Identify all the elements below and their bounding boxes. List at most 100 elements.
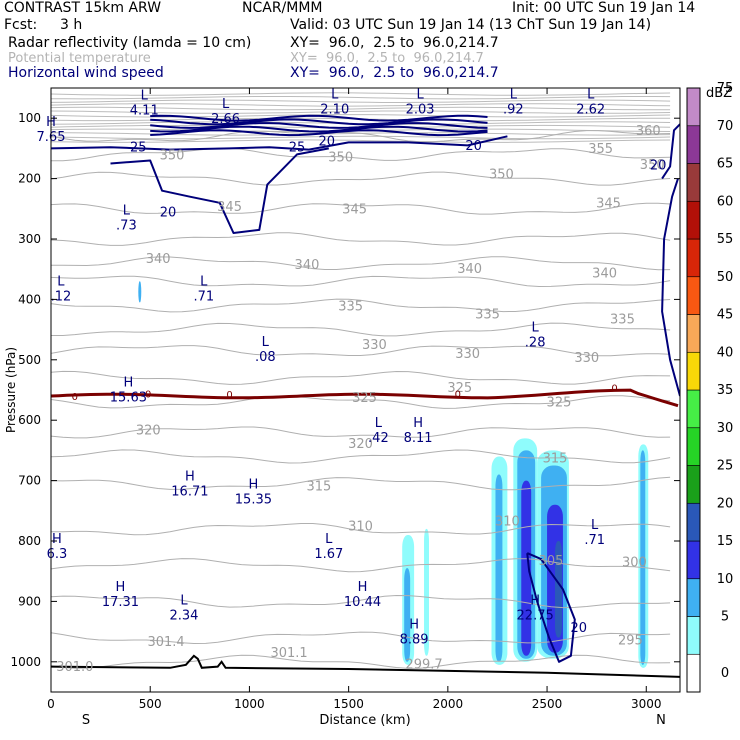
- theta-label: 301.0: [56, 660, 93, 675]
- theta-contour: [51, 275, 671, 288]
- colorbar-swatch: [686, 540, 701, 580]
- colorbar-label: 35: [717, 383, 734, 398]
- field-name-reflectivity: Radar reflectivity (lamda = 10 cm): [8, 35, 252, 51]
- colorbar-swatch: [686, 200, 701, 240]
- wind-contour-label: 25: [289, 140, 306, 155]
- extremum-value: 1.67: [314, 547, 343, 562]
- colorbar-swatch: [686, 465, 701, 504]
- theta-label: 295: [618, 633, 643, 648]
- theta-label: 315: [306, 479, 331, 494]
- colorbar-label: 40: [717, 345, 734, 360]
- theta-label: 325: [352, 391, 377, 406]
- x-tick-label: 500: [139, 697, 162, 711]
- extremum-marker: L: [262, 335, 270, 350]
- theta-contour: [51, 147, 671, 162]
- y-tick-label: 500: [18, 353, 41, 367]
- colorbar-label: 10: [717, 572, 734, 587]
- colorbar-swatch: [686, 87, 701, 127]
- extremum-marker: L: [587, 87, 595, 102]
- extremum-value: 15.35: [235, 493, 272, 508]
- x-tick-label: 0: [47, 697, 55, 711]
- theta-label: 340: [592, 267, 617, 282]
- extremum-value: 15.63: [110, 390, 147, 405]
- extremum-value: .28: [525, 335, 546, 350]
- theta-label: 300: [622, 555, 647, 570]
- theta-label: 305: [539, 554, 564, 569]
- y-tick-label: 800: [18, 534, 41, 548]
- extremum-marker: L: [57, 275, 65, 290]
- extremum-value: 2.66: [211, 112, 240, 127]
- theta-contour: [51, 631, 671, 645]
- theta-label: 340: [295, 258, 320, 273]
- field-xy-wind: XY= 96.0, 2.5 to 96.0,214.7: [290, 65, 499, 81]
- reflectivity-cell: [424, 528, 429, 656]
- theta-label: 345: [596, 197, 621, 212]
- fcst-label: Fcst:: [4, 17, 38, 33]
- extremum-marker: L: [180, 593, 188, 608]
- freezing-level-label: 0: [455, 390, 461, 401]
- colorbar-label: 60: [717, 194, 734, 209]
- extremum-marker: H: [116, 580, 126, 595]
- theta-label: 320: [136, 424, 161, 439]
- wind-contour-label: 20: [465, 139, 482, 154]
- wind-contour: [661, 178, 680, 397]
- extremum-marker: L: [591, 518, 599, 533]
- colorbar-swatch: [686, 314, 701, 353]
- extremum-value: 4.11: [130, 104, 159, 119]
- extremum-marker: H: [409, 618, 419, 633]
- wind-contour: [150, 122, 488, 129]
- extremum-value: 8.11: [404, 431, 433, 446]
- x-tick-label: 1500: [333, 697, 364, 711]
- freezing-level-label: 0: [145, 390, 151, 401]
- extremum-value: .12: [51, 290, 72, 305]
- extremum-marker: H: [413, 416, 423, 431]
- extremum-marker: L: [375, 416, 383, 431]
- extremum-value: 2.03: [406, 102, 435, 117]
- reflectivity-cell: [554, 541, 562, 638]
- extremum-marker: H: [530, 593, 540, 608]
- theta-contour: [51, 345, 671, 357]
- colorbar-swatch: [686, 653, 701, 693]
- colorbar-swatch: [686, 578, 701, 617]
- freezing-level-label: 0: [611, 384, 617, 395]
- extremum-value: .71: [193, 290, 214, 305]
- freezing-level-label: 0: [72, 392, 78, 403]
- extremum-value: 10.44: [344, 595, 381, 610]
- theta-label: 340: [146, 252, 171, 267]
- colorbar-swatch: [686, 502, 701, 542]
- theta-label: 335: [338, 299, 363, 314]
- reflectivity-cell: [521, 480, 532, 656]
- field-name-wind: Horizontal wind speed: [8, 65, 164, 81]
- extremum-value: 2.62: [576, 102, 605, 117]
- wind-contour: [51, 135, 508, 151]
- terrain-line: [51, 654, 680, 678]
- extremum-marker: H: [358, 580, 368, 595]
- extremum-value: 2.10: [320, 102, 349, 117]
- theta-contour: [51, 426, 671, 439]
- fcst-value: 3 h: [60, 17, 83, 33]
- theta-label: 350: [328, 151, 353, 166]
- theta-contour: [51, 654, 671, 669]
- reflectivity-cell: [404, 568, 411, 662]
- extremum-marker: L: [123, 203, 131, 218]
- reflectivity-cell: [495, 474, 503, 662]
- colorbar-label: 45: [717, 308, 734, 323]
- colorbar-label: 5: [721, 610, 729, 625]
- wind-contour: [150, 118, 488, 126]
- wind-contour: [150, 125, 488, 133]
- theta-contour: [51, 92, 671, 96]
- y-tick-label: 900: [18, 594, 41, 608]
- y-tick-label: 600: [18, 413, 41, 427]
- colorbar-label: 50: [717, 270, 734, 285]
- colorbar-label: 30: [717, 421, 734, 436]
- y-tick-label: 200: [18, 172, 41, 186]
- field-xy-theta: XY= 96.0, 2.5 to 96.0,214.7: [290, 51, 484, 66]
- y-tick-label: 1000: [10, 655, 41, 669]
- theta-label: 315: [543, 451, 568, 466]
- colorbar-label: 25: [717, 459, 734, 474]
- theta-contour: [51, 96, 671, 100]
- colorbar-frame: [686, 87, 701, 693]
- extremum-marker: L: [416, 87, 424, 102]
